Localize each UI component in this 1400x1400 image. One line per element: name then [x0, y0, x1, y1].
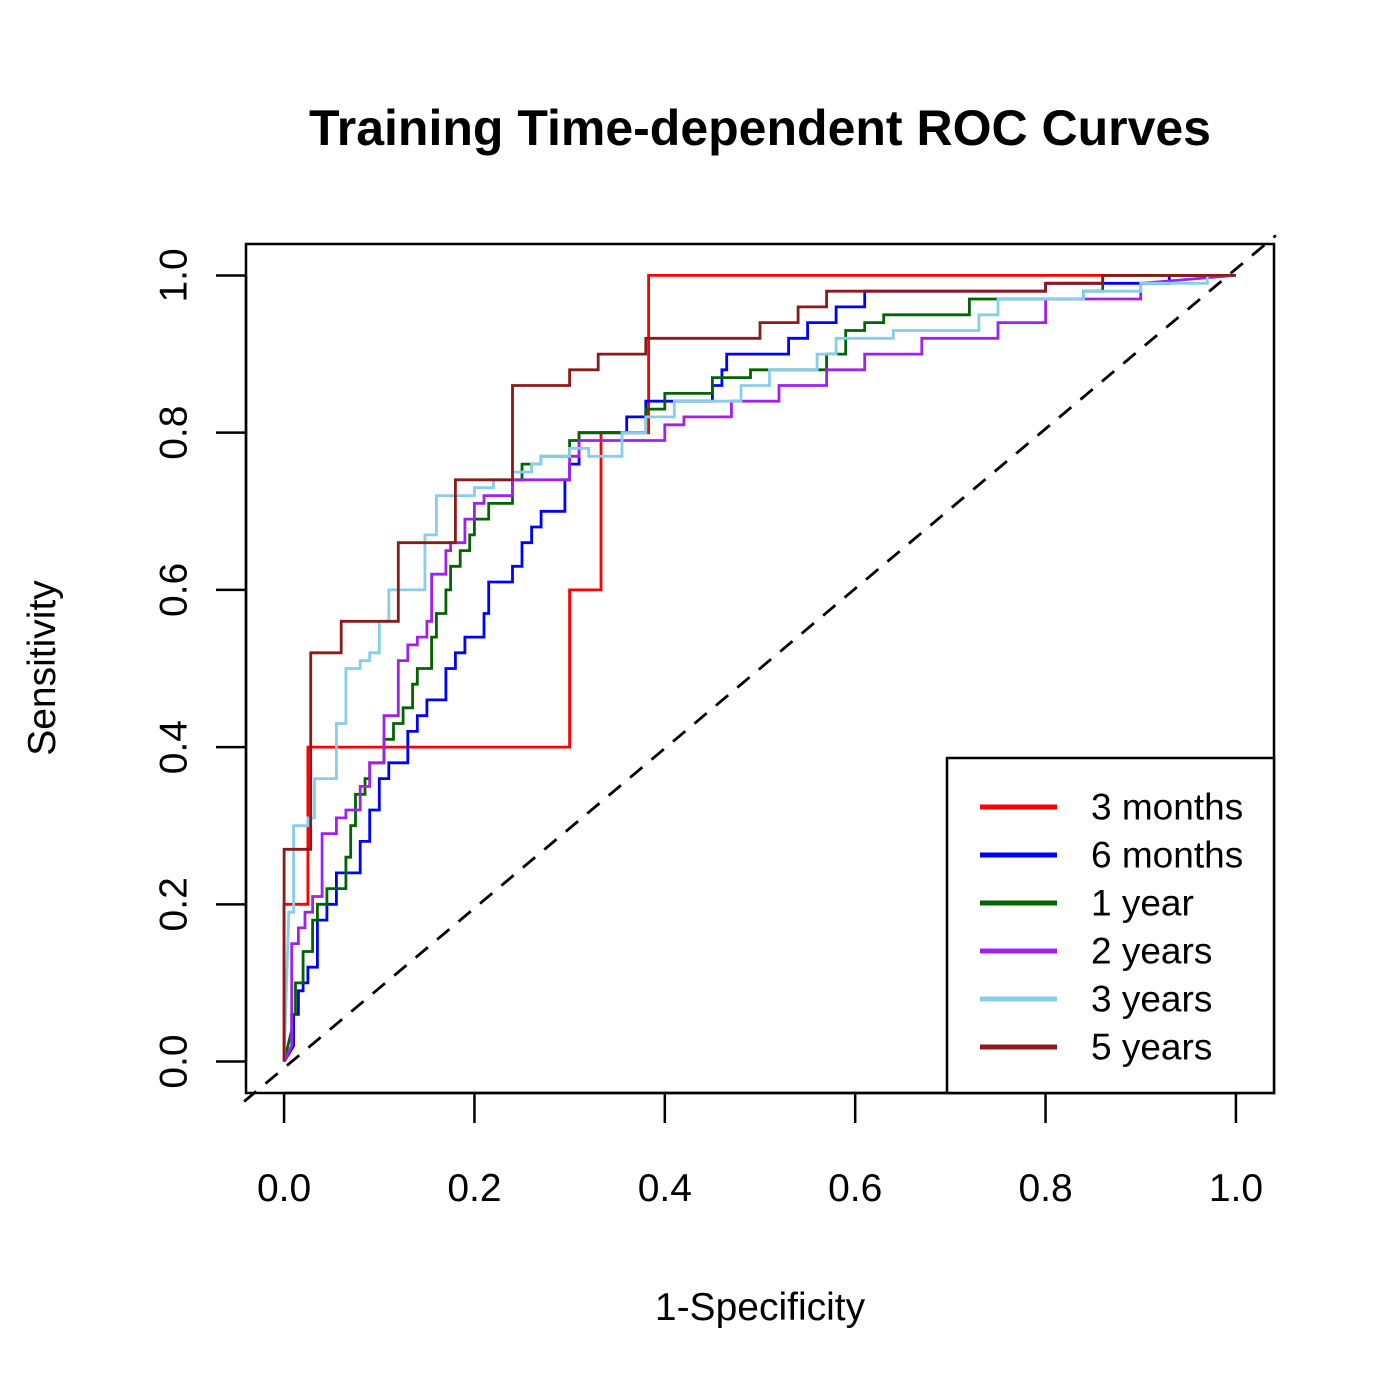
x-tick-label: 1.0 — [1209, 1167, 1263, 1210]
legend-box — [945, 756, 1276, 1095]
legend-label: 5 years — [1091, 1027, 1212, 1068]
legend-label: 6 months — [1091, 835, 1243, 876]
y-tick-label: 1.0 — [153, 248, 196, 302]
series-line-6 — [282, 273, 1236, 1062]
series-line-5 — [282, 273, 1236, 1062]
legend-label: 3 months — [1091, 787, 1243, 828]
x-tick-label: 0.2 — [447, 1167, 501, 1210]
legend-label: 3 years — [1091, 979, 1212, 1020]
y-tick-label: 0.4 — [153, 720, 196, 774]
y-tick-label: 0.0 — [153, 1034, 196, 1088]
x-axis-title: 1-Specificity — [655, 1286, 866, 1329]
chart-title: Training Time-dependent ROC Curves — [309, 100, 1211, 156]
series-layer — [282, 273, 1237, 1063]
axes-layer: 0.0 0.2 0.4 0.6 0.8 1.0 0.0 0.2 0.4 0.6 0.8 1.0 — [153, 248, 1264, 1210]
x-tick-label: 0.0 — [257, 1167, 311, 1210]
reference-line-layer — [243, 234, 1277, 1103]
series-line-4 — [282, 274, 1237, 1063]
y-axis-title: Sensitivity — [21, 580, 64, 756]
series-line-3 — [282, 273, 1236, 1062]
y-tick-label: 0.2 — [153, 877, 196, 931]
legend-label: 2 years — [1091, 931, 1212, 972]
series-line-2 — [282, 273, 1236, 1063]
y-tick-label: 0.6 — [153, 563, 196, 617]
legend: 3 months 6 months 1 year 2 years 3 years 5 ye… — [945, 756, 1276, 1095]
y-tick-label: 0.8 — [153, 406, 196, 460]
x-tick-label: 0.4 — [638, 1167, 692, 1210]
reference-diagonal — [243, 234, 1277, 1103]
x-tick-label: 0.6 — [828, 1167, 882, 1210]
legend-label: 1 year — [1091, 883, 1194, 924]
plot-frame — [244, 242, 1276, 1095]
x-tick-label: 0.8 — [1018, 1167, 1072, 1210]
series-line-1 — [282, 273, 1236, 1062]
